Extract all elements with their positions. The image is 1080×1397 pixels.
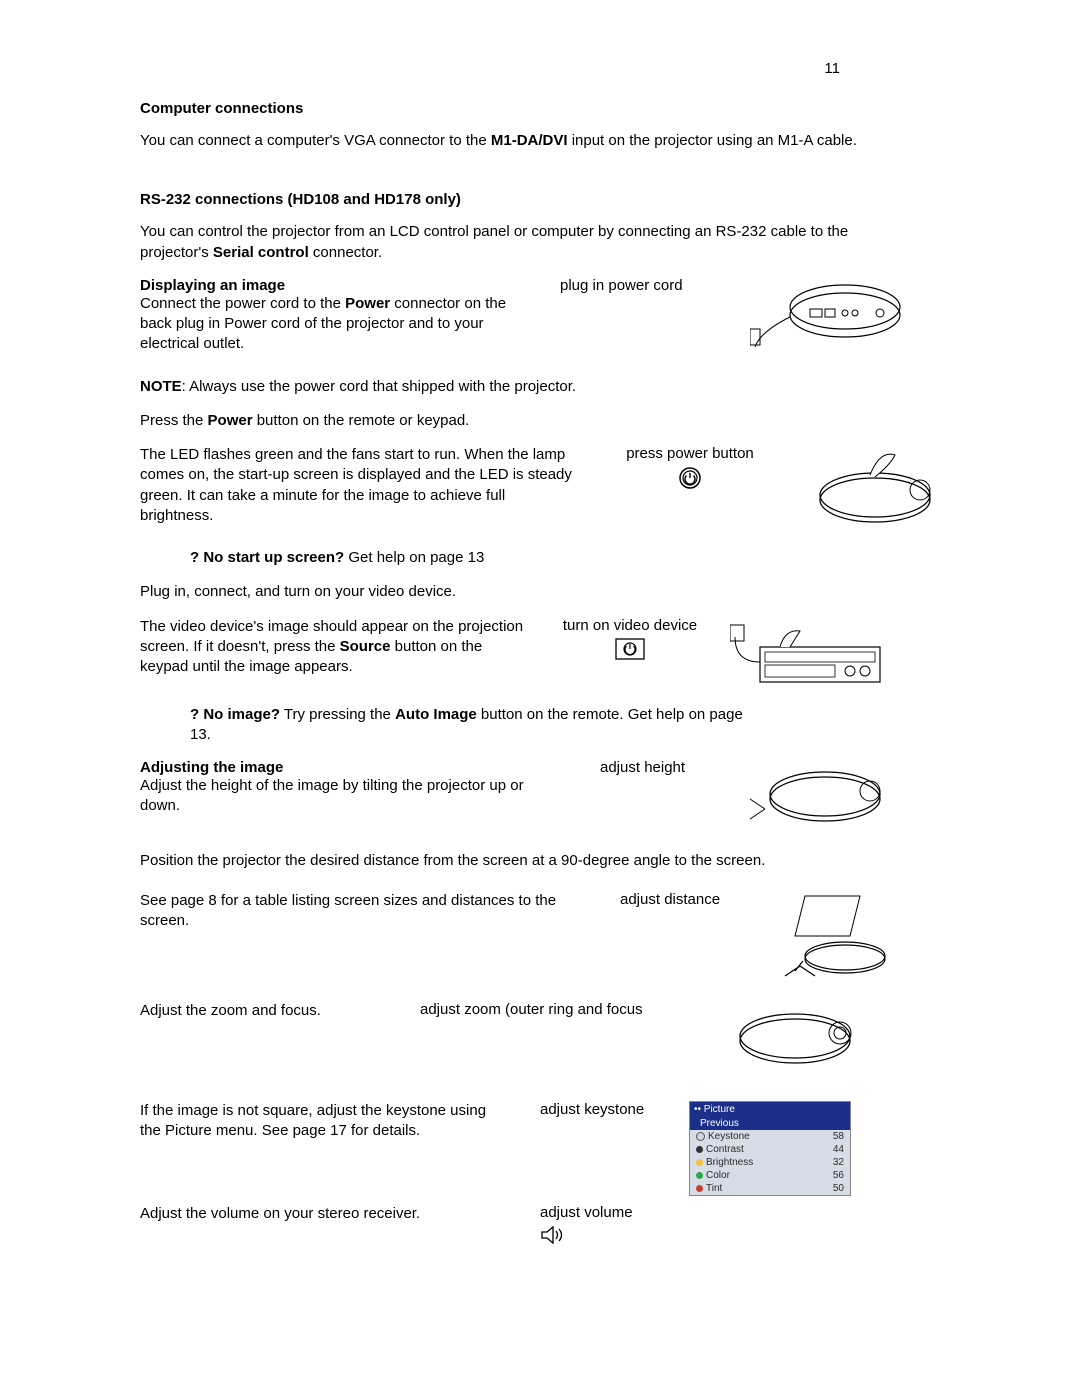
menu-label: Color — [706, 1170, 730, 1181]
paragraph: You can control the projector from an LC… — [140, 222, 860, 263]
text: Try pressing the — [280, 706, 395, 723]
projector-power-illustration — [750, 277, 910, 357]
paragraph: The LED flashes green and the fans start… — [140, 445, 580, 526]
menu-row-tint: Tint 50 — [690, 1182, 850, 1195]
menu-row-color: Color 56 — [690, 1169, 850, 1182]
text-bold: Power — [345, 295, 390, 312]
caption-turn-on-device: turn on video device — [563, 617, 697, 634]
text: button on the remote or keypad. — [253, 412, 470, 429]
caption-adjust-volume: adjust volume — [540, 1204, 633, 1221]
video-device-illustration — [730, 617, 890, 697]
heading-adjusting-image: Adjusting the image — [140, 759, 600, 776]
volume-icon — [540, 1225, 566, 1245]
menu-value: 58 — [833, 1131, 844, 1142]
menu-dot-icon — [696, 1132, 705, 1141]
help-no-startup: ? No start up screen? Get help on page 1… — [190, 548, 910, 568]
menu-dot-icon — [696, 1159, 703, 1166]
text-bold: ? No image? — [190, 706, 280, 723]
text-bold: Auto Image — [395, 706, 477, 723]
text-bold: Power — [208, 412, 253, 429]
text: You can connect a computer's VGA connect… — [140, 132, 491, 149]
document-page: 11 Computer connections You can connect … — [0, 0, 1080, 1313]
paragraph: Adjust the zoom and focus. — [140, 1001, 420, 1021]
adjust-height-illustration — [745, 759, 895, 829]
text: Get help on page 13 — [344, 549, 484, 566]
text-bold: Serial control — [213, 244, 309, 261]
menu-row-keystone: Keystone 58 — [690, 1130, 850, 1143]
paragraph: Plug in, connect, and turn on your video… — [140, 582, 860, 602]
press-power-illustration — [795, 445, 945, 525]
menu-row-brightness: Brightness 32 — [690, 1156, 850, 1169]
paragraph: You can connect a computer's VGA connect… — [140, 131, 860, 151]
adjust-zoom-illustration — [715, 1001, 865, 1071]
menu-label: Brightness — [706, 1157, 753, 1168]
paragraph: Position the projector the desired dista… — [140, 851, 860, 871]
text-bold: NOTE — [140, 378, 182, 395]
text: input on the projector using an M1-A cab… — [568, 132, 857, 149]
menu-label: Tint — [706, 1183, 722, 1194]
text-bold: ? No start up screen? — [190, 549, 344, 566]
text-bold: M1-DA/DVI — [491, 132, 568, 149]
text-bold: Source — [340, 638, 391, 655]
note: NOTE: Always use the power cord that shi… — [140, 377, 860, 397]
menu-dot-icon — [696, 1146, 703, 1153]
text: Press the — [140, 412, 208, 429]
menu-value: 32 — [833, 1157, 844, 1168]
menu-label: Contrast — [706, 1144, 744, 1155]
menu-dot-icon — [696, 1185, 703, 1192]
menu-value: 56 — [833, 1170, 844, 1181]
menu-header: •• Picture — [690, 1102, 850, 1117]
power-box-icon — [615, 638, 645, 660]
paragraph: Adjust the height of the image by tiltin… — [140, 776, 540, 817]
caption-press-power: press power button — [626, 445, 754, 462]
heading-displaying-image: Displaying an image — [140, 277, 560, 294]
page-number: 11 — [824, 60, 840, 77]
adjust-distance-illustration — [765, 891, 915, 981]
caption-plug-in: plug in power cord — [560, 277, 683, 294]
menu-label: Keystone — [708, 1131, 750, 1142]
text: : Always use the power cord that shipped… — [182, 378, 576, 395]
menu-value: 44 — [833, 1144, 844, 1155]
paragraph: The video device's image should appear o… — [140, 617, 530, 678]
text: connector. — [309, 244, 382, 261]
heading-computer-connections: Computer connections — [140, 100, 1000, 117]
menu-dot-icon — [696, 1172, 703, 1179]
picture-menu: •• Picture Previous Keystone 58 Contrast… — [689, 1101, 851, 1196]
caption-adjust-keystone: adjust keystone — [540, 1101, 644, 1118]
caption-adjust-distance: adjust distance — [620, 891, 720, 908]
paragraph: If the image is not square, adjust the k… — [140, 1101, 500, 1142]
paragraph: Press the Power button on the remote or … — [140, 411, 860, 431]
help-no-image: ? No image? Try pressing the Auto Image … — [190, 705, 750, 746]
menu-value: 50 — [833, 1183, 844, 1194]
paragraph: Adjust the volume on your stereo receive… — [140, 1204, 540, 1224]
caption-adjust-height: adjust height — [600, 759, 685, 776]
menu-previous: Previous — [690, 1117, 850, 1130]
paragraph: See page 8 for a table listing screen si… — [140, 891, 570, 932]
caption-adjust-zoom: adjust zoom (outer ring and focus — [420, 1001, 643, 1018]
power-icon — [678, 466, 702, 490]
menu-row-contrast: Contrast 44 — [690, 1143, 850, 1156]
heading-rs232: RS-232 connections (HD108 and HD178 only… — [140, 191, 1000, 208]
paragraph: Connect the power cord to the Power conn… — [140, 294, 520, 355]
text: Connect the power cord to the — [140, 295, 345, 312]
